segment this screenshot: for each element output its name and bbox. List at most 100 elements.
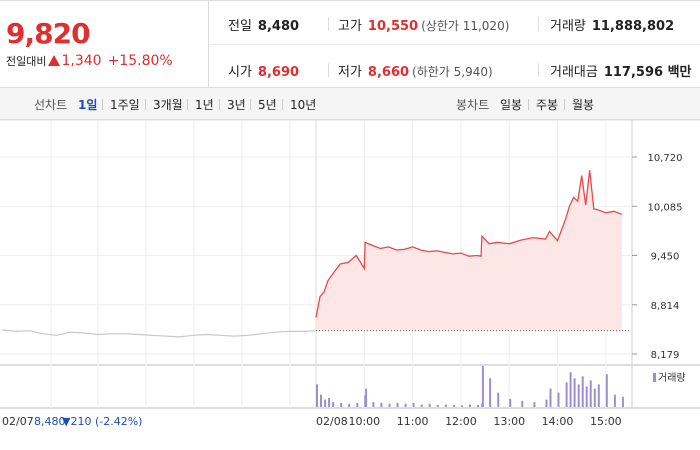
volume-bar: [549, 388, 552, 407]
volume-bar: [477, 404, 479, 407]
volume-bar: [332, 402, 335, 407]
today-date-label: 02/08: [316, 415, 348, 428]
volume-bar: [388, 403, 391, 407]
y-tick-label: 9,450: [651, 252, 680, 263]
divider: [538, 17, 539, 31]
up-triangle-icon: [48, 55, 61, 66]
prev-date-label: 02/07: [2, 415, 34, 428]
stat-high: 고가 10,550 (상한가 11,020): [338, 19, 510, 34]
candle-chart-label: 봉차트: [456, 98, 490, 112]
current-price: 9,820: [6, 17, 91, 50]
tab-1y[interactable]: 1년: [195, 98, 214, 112]
volume-bar: [577, 384, 580, 407]
today-area-fill: [316, 170, 622, 331]
chart-tabs: 선차트 1일 1주일 3개월 1년 3년 5년 10년 봉차트 일봉 주봉 월봉: [0, 88, 700, 120]
tab-3y[interactable]: 3년: [227, 98, 246, 112]
stat-low: 저가 8,660 (하한가 5,940): [338, 65, 493, 80]
volume-legend-swatch: [653, 373, 656, 382]
y-tick-label: 10,720: [648, 153, 683, 164]
divider: [328, 17, 329, 31]
series-lines: [1, 170, 623, 338]
quote-summary: 9,820 전일대비 1,340 +15.80% 전일 8,480 고가 10,550(…: [0, 0, 700, 88]
y-tick-label: 10,085: [648, 202, 683, 213]
x-tick-label: 11:00: [397, 415, 429, 428]
prev-close-value: 8,480: [34, 415, 66, 428]
x-axis: 02/07 8,480▼210 (-2.42%) 02/08 10:00 11:00 12…: [2, 415, 622, 428]
series-previous-day: [1, 329, 317, 338]
y-tick-label: 8,179: [651, 350, 680, 361]
change-row: 전일대비 1,340 +15.80%: [6, 53, 173, 69]
volume-bar: [593, 388, 596, 407]
volume-bar: [497, 392, 500, 407]
volume-bar: [509, 398, 512, 407]
volume-bars: 거래량: [316, 366, 686, 408]
stat-volume: 거래량 11,888,802: [550, 19, 675, 34]
divider: [209, 44, 700, 45]
stat-open: 시가 8,690: [228, 65, 300, 80]
volume-bar: [436, 404, 439, 407]
volume-bar: [581, 376, 584, 408]
volume-bar: [420, 404, 423, 407]
x-tick-label: 12:00: [445, 415, 477, 428]
x-tick-label: 13:00: [493, 415, 525, 428]
volume-bar: [380, 402, 383, 407]
volume-bar: [585, 386, 588, 407]
volume-bar: [597, 384, 600, 407]
stat-trade-value: 거래대금 117,596 백만: [550, 65, 692, 80]
volume-bar: [356, 402, 359, 407]
tab-5y[interactable]: 5년: [258, 98, 277, 112]
tab-monthly[interactable]: 월봉: [572, 98, 595, 112]
tab-1w[interactable]: 1주일: [110, 98, 140, 112]
volume-bar: [452, 404, 455, 407]
volume-bar: [444, 404, 447, 407]
volume-bar: [521, 400, 524, 407]
volume-bar: [365, 388, 368, 407]
volume-bar: [428, 403, 431, 407]
volume-bar: [460, 405, 463, 407]
volume-bar: [489, 378, 492, 407]
volume-bar: [469, 404, 471, 407]
volume-bar: [340, 402, 343, 407]
volume-bar: [613, 394, 616, 407]
volume-bar: [348, 403, 351, 407]
divider: [538, 63, 539, 77]
divider: [328, 63, 329, 77]
tab-weekly[interactable]: 주봉: [536, 98, 559, 112]
change-label: 전일대비: [6, 55, 47, 68]
volume-bar: [545, 399, 548, 407]
volume-bar: [372, 402, 375, 407]
change-value: 1,340: [61, 53, 102, 69]
volume-bar: [557, 392, 560, 407]
series-today: [315, 170, 623, 318]
volume-bar: [324, 399, 327, 407]
volume-bar: [320, 394, 322, 407]
x-tick-label: 15:00: [590, 415, 622, 428]
volume-bar: [573, 378, 576, 407]
stat-prev-close: 전일 8,480: [228, 19, 300, 34]
volume-bar: [412, 402, 415, 407]
price-box: 9,820 전일대비 1,340 +15.80%: [0, 1, 209, 87]
line-chart-label: 선차트: [34, 98, 68, 112]
volume-bar: [316, 384, 318, 407]
tab-10y[interactable]: 10년: [290, 98, 317, 112]
tab-daily[interactable]: 일봉: [500, 98, 523, 112]
tab-1d[interactable]: 1일: [78, 98, 98, 112]
prev-change-value: ▼210 (-2.42%): [62, 415, 142, 428]
change-percent: +15.80%: [107, 53, 173, 69]
volume-bar: [621, 396, 624, 408]
volume-bar: [481, 366, 484, 407]
volume-bar: [589, 380, 592, 408]
volume-bar: [605, 374, 608, 407]
volume-bar: [565, 382, 568, 407]
volume-bar: [569, 372, 572, 408]
volume-legend-label: 거래량: [658, 372, 686, 384]
volume-bar: [404, 403, 407, 407]
tab-3m[interactable]: 3개월: [153, 98, 183, 112]
volume-bar: [533, 402, 536, 407]
price-chart: 10,720 10,085 9,450 8,814 8,179 거래량 02/07 8,4…: [0, 120, 700, 428]
today-area: [316, 170, 630, 332]
y-axis: 10,720 10,085 9,450 8,814 8,179: [632, 153, 683, 361]
volume-bar: [396, 402, 399, 407]
y-tick-label: 8,814: [651, 301, 680, 312]
x-tick-label: 10:00: [348, 415, 380, 428]
